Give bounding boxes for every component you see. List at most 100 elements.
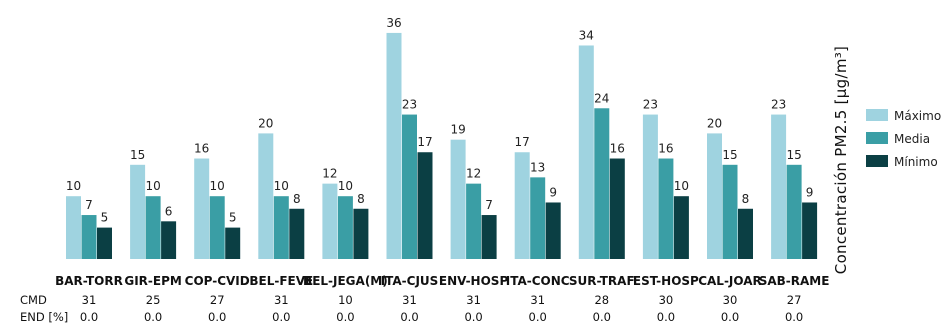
legend-swatch — [866, 132, 888, 144]
bar-maximo-est-hosp — [642, 114, 658, 259]
value-label: 8 — [293, 192, 301, 206]
bar-media-bel-feve — [273, 196, 289, 259]
legend-label: Media — [894, 132, 930, 146]
table-cell: 27 — [787, 293, 802, 307]
legend-label: Mínimo — [894, 155, 938, 169]
bars-layer — [66, 32, 818, 260]
value-label: 9 — [549, 185, 557, 199]
value-label: 10 — [66, 179, 81, 193]
table-cell: 0.0 — [593, 310, 611, 324]
bar-media-cal-joar — [722, 164, 738, 259]
bar-maximo-bel-jega-m- — [322, 183, 338, 259]
table-cell: 31 — [82, 293, 97, 307]
category-label: BEL-JEGA(M) — [303, 274, 388, 288]
table-cell: 0.0 — [80, 310, 98, 324]
value-label: 15 — [130, 148, 145, 162]
bar-media-cop-cvid — [209, 196, 225, 259]
bar-maximo-bar-torr — [66, 196, 81, 259]
bar-media-gir-epm — [145, 196, 161, 259]
legend: Máximo Media Mínimo — [866, 109, 941, 169]
category-label: CAL-JOAR — [698, 274, 762, 288]
value-label: 10 — [210, 179, 225, 193]
value-label: 10 — [274, 179, 289, 193]
table-cell: 0.0 — [336, 310, 354, 324]
category-label: BAR-TORR — [55, 274, 123, 288]
value-label: 23 — [402, 98, 417, 112]
value-label: 9 — [806, 185, 814, 199]
bar-minimo-gir-epm — [161, 221, 177, 259]
value-label: 24 — [594, 91, 609, 105]
value-label: 19 — [450, 123, 465, 137]
category-label: ITA-CONC — [506, 274, 570, 288]
category-labels-layer: BAR-TORR GIR-EPM COP-CVID BEL-FEVEBEL-JEGA(… — [55, 274, 829, 288]
bar-minimo-ita-cjus — [417, 152, 433, 259]
bar-media-bar-torr — [81, 215, 97, 259]
bar-maximo-ita-conc — [514, 152, 530, 259]
bar-minimo-sur-traf — [609, 158, 625, 259]
value-label: 13 — [530, 160, 545, 174]
bar-minimo-bel-feve — [289, 208, 305, 259]
bar-minimo-est-hosp — [673, 196, 689, 259]
table-cell: 0.0 — [785, 310, 803, 324]
y-axis-label: Concentración PM2.5 [μg/m³] — [832, 46, 850, 274]
bar-minimo-bel-jega-m- — [353, 208, 369, 259]
bar-media-env-hosp — [466, 183, 482, 259]
category-label: COP-CVID — [185, 274, 250, 288]
legend-swatch — [866, 109, 888, 121]
table-cell: 0.0 — [657, 310, 675, 324]
bar-maximo-cal-joar — [707, 133, 722, 259]
bar-minimo-env-hosp — [481, 215, 497, 259]
table-cell: 30 — [659, 293, 674, 307]
category-label: SUR-TRAF — [569, 274, 635, 288]
value-label: 7 — [85, 198, 93, 212]
value-label: 10 — [145, 179, 160, 193]
bar-maximo-sur-traf — [578, 45, 594, 260]
value-label: 5 — [229, 211, 237, 225]
value-label: 16 — [610, 142, 625, 156]
table-cell: 31 — [466, 293, 481, 307]
bar-minimo-sab-rame — [802, 202, 818, 259]
bar-media-ita-cjus — [402, 114, 417, 259]
table-cell: 28 — [594, 293, 609, 307]
bar-maximo-bel-feve — [258, 133, 274, 259]
table-cell: 0.0 — [529, 310, 547, 324]
value-label: 17 — [417, 135, 432, 149]
table-cell: 31 — [402, 293, 417, 307]
table-row-label: CMD — [20, 293, 47, 307]
stats-table: 31 0.0 25 0.0 27 0.0 31 0.0 10 0.0 31 0.0 31 0.0 31 0.0… — [20, 293, 803, 324]
value-label: 5 — [101, 211, 109, 225]
value-label: 36 — [386, 16, 401, 30]
bar-minimo-bar-torr — [97, 227, 112, 259]
value-label: 16 — [194, 142, 209, 156]
value-label: 12 — [322, 167, 337, 181]
bar-media-bel-jega-m- — [337, 196, 353, 259]
value-label: 12 — [466, 167, 481, 181]
value-label: 10 — [338, 179, 353, 193]
bar-media-sur-traf — [594, 108, 610, 259]
value-label: 23 — [771, 98, 786, 112]
table-cell: 10 — [338, 293, 353, 307]
bar-media-ita-conc — [530, 177, 546, 259]
bar-maximo-ita-cjus — [386, 32, 402, 259]
table-cell: 0.0 — [208, 310, 226, 324]
table-cell: 31 — [274, 293, 289, 307]
table-cell: 30 — [723, 293, 738, 307]
value-label: 8 — [742, 192, 750, 206]
category-label: ENV-HOSP — [439, 274, 509, 288]
table-row-label: END [%] — [20, 310, 68, 324]
category-label: EST-HOSP — [633, 274, 699, 288]
value-label: 6 — [165, 204, 173, 218]
bar-minimo-cal-joar — [738, 208, 753, 259]
value-label: 17 — [515, 135, 530, 149]
table-cell: 0.0 — [272, 310, 290, 324]
table-cell: 0.0 — [464, 310, 482, 324]
value-label: 23 — [643, 98, 658, 112]
bar-minimo-ita-conc — [545, 202, 561, 259]
table-cell: 0.0 — [400, 310, 418, 324]
table-cell: 31 — [530, 293, 545, 307]
value-label: 7 — [485, 198, 493, 212]
table-cell: 25 — [146, 293, 161, 307]
bar-maximo-env-hosp — [450, 139, 466, 259]
legend-label: Máximo — [894, 109, 941, 123]
